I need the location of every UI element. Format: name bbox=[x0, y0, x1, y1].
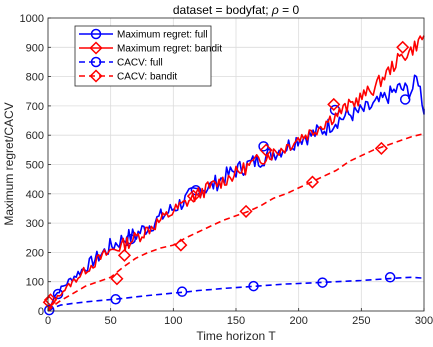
legend-marker-2 bbox=[89, 41, 103, 55]
series-line-4 bbox=[47, 132, 425, 312]
series-4-marker bbox=[374, 141, 388, 155]
series-2-marker bbox=[117, 248, 132, 262]
series-3-marker bbox=[317, 277, 328, 288]
y-tick-label: 600 bbox=[26, 130, 44, 142]
x-tick-label: 100 bbox=[164, 315, 182, 327]
legend-marker-3 bbox=[90, 56, 102, 68]
y-tick-label: 500 bbox=[26, 160, 44, 172]
series-2-marker bbox=[396, 40, 410, 54]
legend-label-1: Maximum regret: full bbox=[117, 30, 208, 41]
series-3-marker bbox=[248, 280, 259, 292]
x-tick-label: 50 bbox=[105, 315, 117, 327]
series-4-marker bbox=[174, 238, 188, 252]
x-axis-label: Time horizon T bbox=[196, 329, 276, 343]
series-4-marker bbox=[305, 175, 320, 189]
x-tick-label: 200 bbox=[289, 315, 307, 327]
series-3-marker bbox=[176, 286, 188, 297]
series-line-3 bbox=[47, 276, 425, 312]
y-tick-label: 900 bbox=[26, 42, 44, 54]
series-3-marker bbox=[110, 294, 121, 305]
series-2-marker bbox=[186, 189, 200, 203]
ticks: 0 50 100 150 200 250 300 0 100 200 300 400 500 600 700… bbox=[20, 13, 433, 327]
y-axis-label: Maximum regret/CACV bbox=[2, 102, 16, 225]
y-tick-label: 0 bbox=[38, 306, 44, 318]
series-4-marker bbox=[239, 204, 253, 218]
legend-marker-1 bbox=[90, 28, 102, 40]
series-4-marker bbox=[110, 272, 124, 286]
series-4-marker bbox=[42, 295, 56, 309]
legend: Maximum regret: full Maximum regret: band… bbox=[74, 25, 222, 87]
legend-label-3: CACV: full bbox=[117, 58, 163, 69]
series-1-marker bbox=[399, 94, 411, 105]
legend-label-2: Maximum regret: bandit bbox=[117, 44, 222, 55]
x-tick-label: 150 bbox=[227, 315, 245, 327]
legend-label-4: CACV: bandit bbox=[117, 72, 177, 83]
series-3-marker bbox=[384, 272, 396, 283]
y-tick-label: 100 bbox=[26, 277, 44, 289]
x-tick-label: 0 bbox=[45, 315, 51, 327]
x-tick-label: 250 bbox=[352, 315, 370, 327]
series-2-marker bbox=[259, 143, 273, 157]
series-layer bbox=[42, 35, 425, 316]
series-2-marker bbox=[327, 97, 341, 111]
legend-marker-4 bbox=[89, 69, 103, 83]
x-tick-label: 300 bbox=[415, 315, 433, 327]
legend-box bbox=[74, 25, 212, 87]
y-tick-label: 700 bbox=[26, 101, 44, 113]
y-tick-label: 800 bbox=[26, 72, 44, 84]
y-tick-label: 400 bbox=[26, 189, 44, 201]
series-line-2 bbox=[47, 35, 425, 311]
chart-title: dataset = bodyfat; ρ = 0 bbox=[173, 3, 300, 17]
y-tick-label: 200 bbox=[26, 247, 44, 259]
y-tick-label: 1000 bbox=[20, 13, 44, 25]
series-3-marker bbox=[44, 304, 55, 316]
y-tick-label: 300 bbox=[26, 218, 44, 230]
